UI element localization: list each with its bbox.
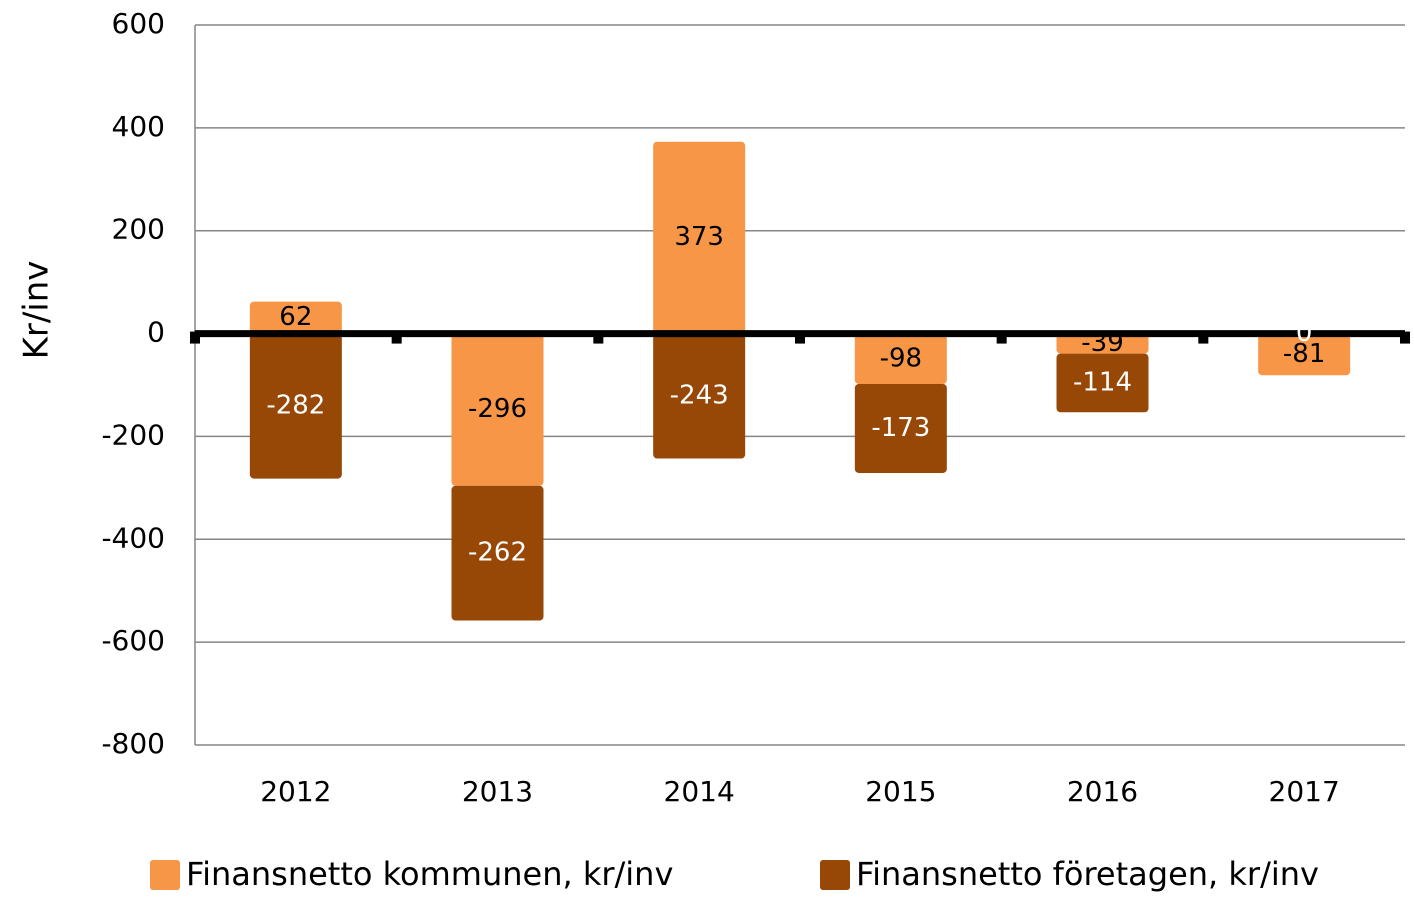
bar [653, 333, 746, 459]
tick-mark [593, 331, 604, 344]
tick-mark [795, 331, 805, 344]
y-tick-label: 200 [112, 213, 165, 246]
data-label: -81 [1283, 339, 1325, 369]
y-tick-label: -800 [101, 727, 165, 760]
bar [1056, 353, 1149, 413]
bar [451, 485, 544, 621]
data-label: -282 [266, 391, 325, 421]
x-tick-label: 2014 [664, 775, 735, 808]
bar [1056, 333, 1149, 354]
y-tick-label: -600 [101, 624, 165, 657]
bar [1258, 333, 1351, 376]
y-tick-label: 600 [112, 7, 165, 40]
data-label: -98 [880, 343, 922, 373]
legend-label: Finansnetto kommunen, kr/inv [186, 855, 673, 893]
bar [249, 333, 342, 479]
legend-swatch [820, 860, 850, 890]
data-label: -114 [1073, 367, 1132, 397]
x-tick-label: 2016 [1067, 775, 1138, 808]
y-tick-label: -200 [101, 418, 165, 451]
data-label: 0 [1296, 318, 1313, 348]
bar [451, 333, 544, 486]
data-label: -243 [670, 381, 729, 411]
y-tick-label: 0 [147, 316, 165, 349]
bar [854, 333, 947, 384]
tick-mark [996, 331, 1007, 344]
bar [249, 301, 342, 334]
tick-mark [190, 331, 200, 344]
y-axis-label: Kr/inv [17, 261, 57, 360]
data-label: -262 [468, 538, 527, 568]
x-tick-label: 2013 [462, 775, 533, 808]
y-tick-label: 400 [112, 110, 165, 143]
legend-label: Finansnetto företagen, kr/inv [856, 855, 1319, 893]
data-label: -296 [468, 394, 527, 424]
tick-mark [391, 331, 402, 344]
x-tick-label: 2017 [1269, 775, 1340, 808]
tick-mark [1198, 331, 1209, 344]
tick-mark [1400, 331, 1410, 344]
data-label: -173 [871, 413, 930, 443]
legend-swatch [150, 860, 180, 890]
data-label: -39 [1081, 328, 1123, 358]
x-tick-label: 2015 [865, 775, 936, 808]
data-label: 373 [674, 222, 724, 252]
y-tick-label: -400 [101, 521, 165, 554]
bar [653, 141, 746, 334]
x-tick-label: 2012 [260, 775, 331, 808]
data-label: 62 [279, 302, 312, 332]
bar [854, 383, 947, 473]
